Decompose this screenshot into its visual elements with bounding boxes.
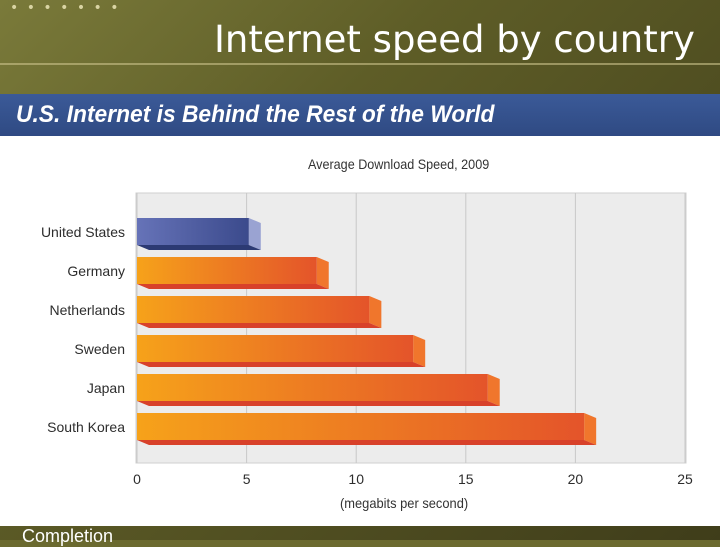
x-tick-label: 5 [243, 471, 251, 487]
category-label: South Korea [47, 419, 125, 435]
bar-united-states [137, 218, 261, 250]
x-tick-label: 25 [677, 471, 693, 487]
bar-netherlands [137, 296, 382, 328]
bar-sweden [137, 335, 426, 367]
bar-bottom [137, 440, 597, 445]
bar-bottom [137, 362, 426, 367]
bar-side [248, 218, 261, 250]
x-tick-label: 15 [458, 471, 474, 487]
bar-bottom [137, 245, 261, 250]
category-label: Japan [87, 380, 125, 396]
bar-front [137, 257, 317, 284]
bar-side [487, 374, 500, 406]
bars-group [137, 218, 597, 445]
bar-front [137, 296, 370, 323]
x-tick-label: 20 [568, 471, 584, 487]
decorative-dots: • • • • • • • [10, 0, 121, 16]
x-axis-label: (megabits per second) [340, 495, 469, 511]
category-label: Netherlands [50, 302, 126, 318]
bar-side [316, 257, 329, 289]
bar-south-korea [137, 413, 597, 445]
title-divider [0, 63, 720, 65]
bar-side [584, 413, 597, 445]
tick-labels: 0 5 10 15 20 25 [133, 471, 693, 487]
category-label: Germany [67, 263, 125, 279]
bar-front [137, 374, 488, 401]
bar-front [137, 335, 414, 362]
bar-bottom [137, 323, 382, 328]
banner-title: U.S. Internet is Behind the Rest of the … [16, 101, 495, 128]
slide-title: Internet speed by country [214, 18, 695, 61]
bar-bottom [137, 401, 500, 406]
category-labels: United States Germany Netherlands Sweden Jap… [41, 224, 125, 435]
x-tick-label: 10 [348, 471, 364, 487]
bar-side [413, 335, 426, 367]
bar-germany [137, 257, 329, 289]
bar-front [137, 413, 585, 440]
chart-banner [0, 94, 720, 136]
bar-japan [137, 374, 500, 406]
bar-side [369, 296, 382, 328]
footer-text: Completion [22, 526, 114, 546]
bar-front [137, 218, 249, 245]
bar-bottom [137, 284, 329, 289]
category-label: United States [41, 224, 125, 240]
x-tick-label: 0 [133, 471, 141, 487]
chart-title: Average Download Speed, 2009 [308, 156, 490, 172]
category-label: Sweden [74, 341, 125, 357]
